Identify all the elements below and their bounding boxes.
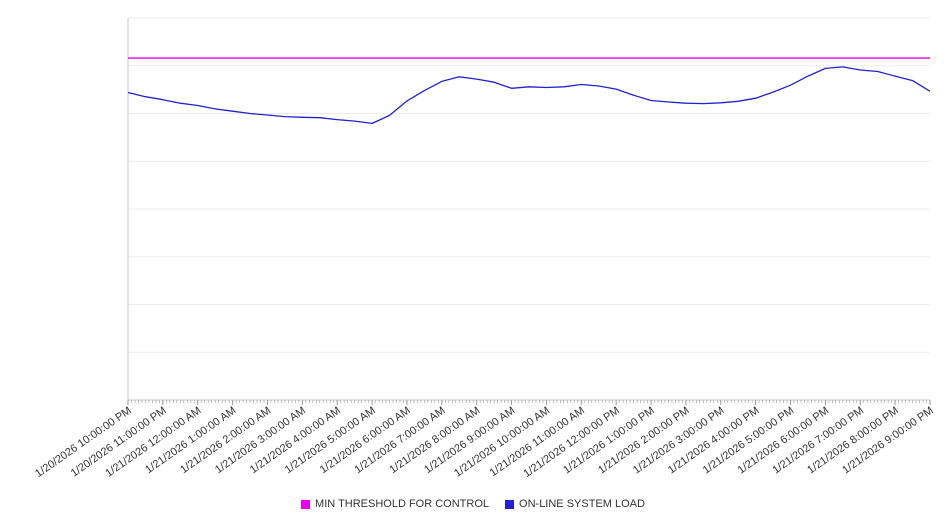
legend-label-online-system-load: ON-LINE SYSTEM LOAD [519, 498, 645, 510]
chart-legend: MIN THRESHOLD FOR CONTROL ON-LINE SYSTEM… [0, 498, 946, 510]
system-load-chart: 1/20/2026 10:00:00 PM1/20/2026 11:00:00 … [33, 17, 936, 480]
min-threshold-swatch-icon [301, 499, 311, 509]
legend-item-min-threshold[interactable]: MIN THRESHOLD FOR CONTROL [301, 498, 489, 510]
online-system-load-swatch-icon [505, 499, 515, 509]
legend-label-min-threshold: MIN THRESHOLD FOR CONTROL [315, 498, 490, 510]
online-system-load-line [127, 66, 931, 125]
legend-item-online-system-load[interactable]: ON-LINE SYSTEM LOAD [505, 498, 645, 510]
